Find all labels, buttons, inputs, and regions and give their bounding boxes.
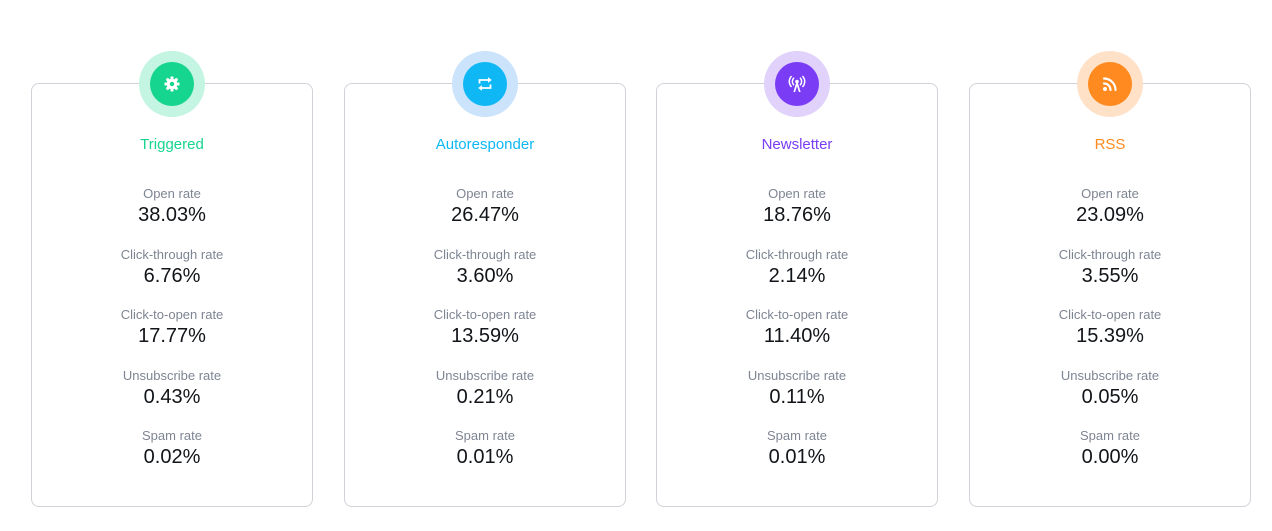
metric-label: Unsubscribe rate [122,367,222,383]
metric-label: Open rate [143,186,201,201]
metric-value: 0.43% [143,385,201,408]
rss-badge [1077,51,1143,117]
card-rss: RSS Open rate 23.09% Click-through rate … [969,51,1251,507]
metric-spam-rate: Spam rate 0.02% [32,428,312,489]
newsletter-badge [764,51,830,117]
metric-unsubscribe-rate: Unsubscribe rate 0.11% [657,368,937,429]
metrics-list: Open rate 23.09% Click-through rate 3.55… [970,186,1250,489]
metric-unsubscribe-rate: Unsubscribe rate 0.05% [970,368,1250,429]
metric-spam-rate: Spam rate 0.01% [345,428,625,489]
metric-label: Spam rate [455,428,515,443]
metric-click-through-rate: Click-through rate 6.76% [32,247,312,308]
metric-value: 18.76% [763,204,831,226]
triggered-badge [139,51,205,117]
metric-label: Click-to-open rate [433,307,537,322]
metric-value: 13.59% [451,325,519,347]
metric-value: 6.76% [143,264,201,287]
metrics-list: Open rate 18.76% Click-through rate 2.14… [657,186,937,489]
rss-icon [1102,77,1117,92]
metrics-list: Open rate 26.47% Click-through rate 3.60… [345,186,625,489]
metric-value: 0.11% [769,385,825,408]
card-newsletter: Newsletter Open rate 18.76% Click-throug… [656,51,938,507]
repeat-arrows-icon [478,77,492,91]
gear-icon [164,76,180,92]
metric-value: 2.14% [768,264,826,287]
metric-value: 3.55% [1081,264,1139,287]
metric-open-rate: Open rate 23.09% [970,186,1250,247]
metric-label: Unsubscribe rate [435,367,535,383]
metric-value: 15.39% [1076,325,1144,347]
metric-click-through-rate: Click-through rate 2.14% [657,247,937,308]
card-title: Newsletter [761,136,833,153]
card-autoresponder: Autoresponder Open rate 26.47% Click-thr… [344,51,626,507]
metric-click-to-open-rate: Click-to-open rate 13.59% [345,307,625,368]
broadcast-tower-icon [788,75,806,92]
metric-label: Open rate [456,186,514,201]
card-triggered: Triggered Open rate 38.03% Click-through… [31,51,313,507]
metric-value: 17.77% [138,325,206,347]
card-title: RSS [1094,136,1126,153]
metric-value: 23.09% [1076,204,1144,226]
metric-label: Spam rate [142,428,202,443]
metric-label: Click-through rate [1058,246,1162,262]
metric-click-to-open-rate: Click-to-open rate 15.39% [970,307,1250,368]
metric-value: 0.21% [456,385,514,408]
metric-click-through-rate: Click-through rate 3.60% [345,247,625,308]
metric-label: Open rate [768,186,826,201]
metric-label: Unsubscribe rate [747,367,847,383]
metric-value: 38.03% [138,204,206,226]
metric-unsubscribe-rate: Unsubscribe rate 0.21% [345,368,625,429]
metric-open-rate: Open rate 26.47% [345,186,625,247]
metric-spam-rate: Spam rate 0.01% [657,428,937,489]
metric-value: 26.47% [451,204,519,226]
metric-label: Spam rate [767,428,827,443]
metric-value: 0.02% [143,446,201,468]
metric-click-to-open-rate: Click-to-open rate 11.40% [657,307,937,368]
metric-label: Click-through rate [433,246,537,262]
metric-value: 0.00% [1081,446,1139,468]
metric-label: Spam rate [1080,428,1140,443]
metric-open-rate: Open rate 18.76% [657,186,937,247]
autoresponder-badge [452,51,518,117]
metric-value: 11.40% [763,325,831,347]
metric-value: 0.05% [1081,385,1139,408]
metric-value: 0.01% [768,446,826,468]
metric-label: Open rate [1081,186,1139,201]
metric-label: Click-to-open rate [120,307,224,322]
metric-label: Click-through rate [745,246,849,262]
card-title: Autoresponder [435,136,535,153]
metrics-list: Open rate 38.03% Click-through rate 6.76… [32,186,312,489]
metric-open-rate: Open rate 38.03% [32,186,312,247]
metric-unsubscribe-rate: Unsubscribe rate 0.43% [32,368,312,429]
metric-click-to-open-rate: Click-to-open rate 17.77% [32,307,312,368]
metric-click-through-rate: Click-through rate 3.55% [970,247,1250,308]
metric-spam-rate: Spam rate 0.00% [970,428,1250,489]
metric-label: Click-through rate [120,246,224,262]
metric-label: Click-to-open rate [1058,307,1162,322]
metric-value: 3.60% [456,264,514,287]
card-title: Triggered [140,136,204,153]
metric-value: 0.01% [456,446,514,468]
metric-label: Click-to-open rate [745,307,849,322]
metric-label: Unsubscribe rate [1060,367,1160,383]
